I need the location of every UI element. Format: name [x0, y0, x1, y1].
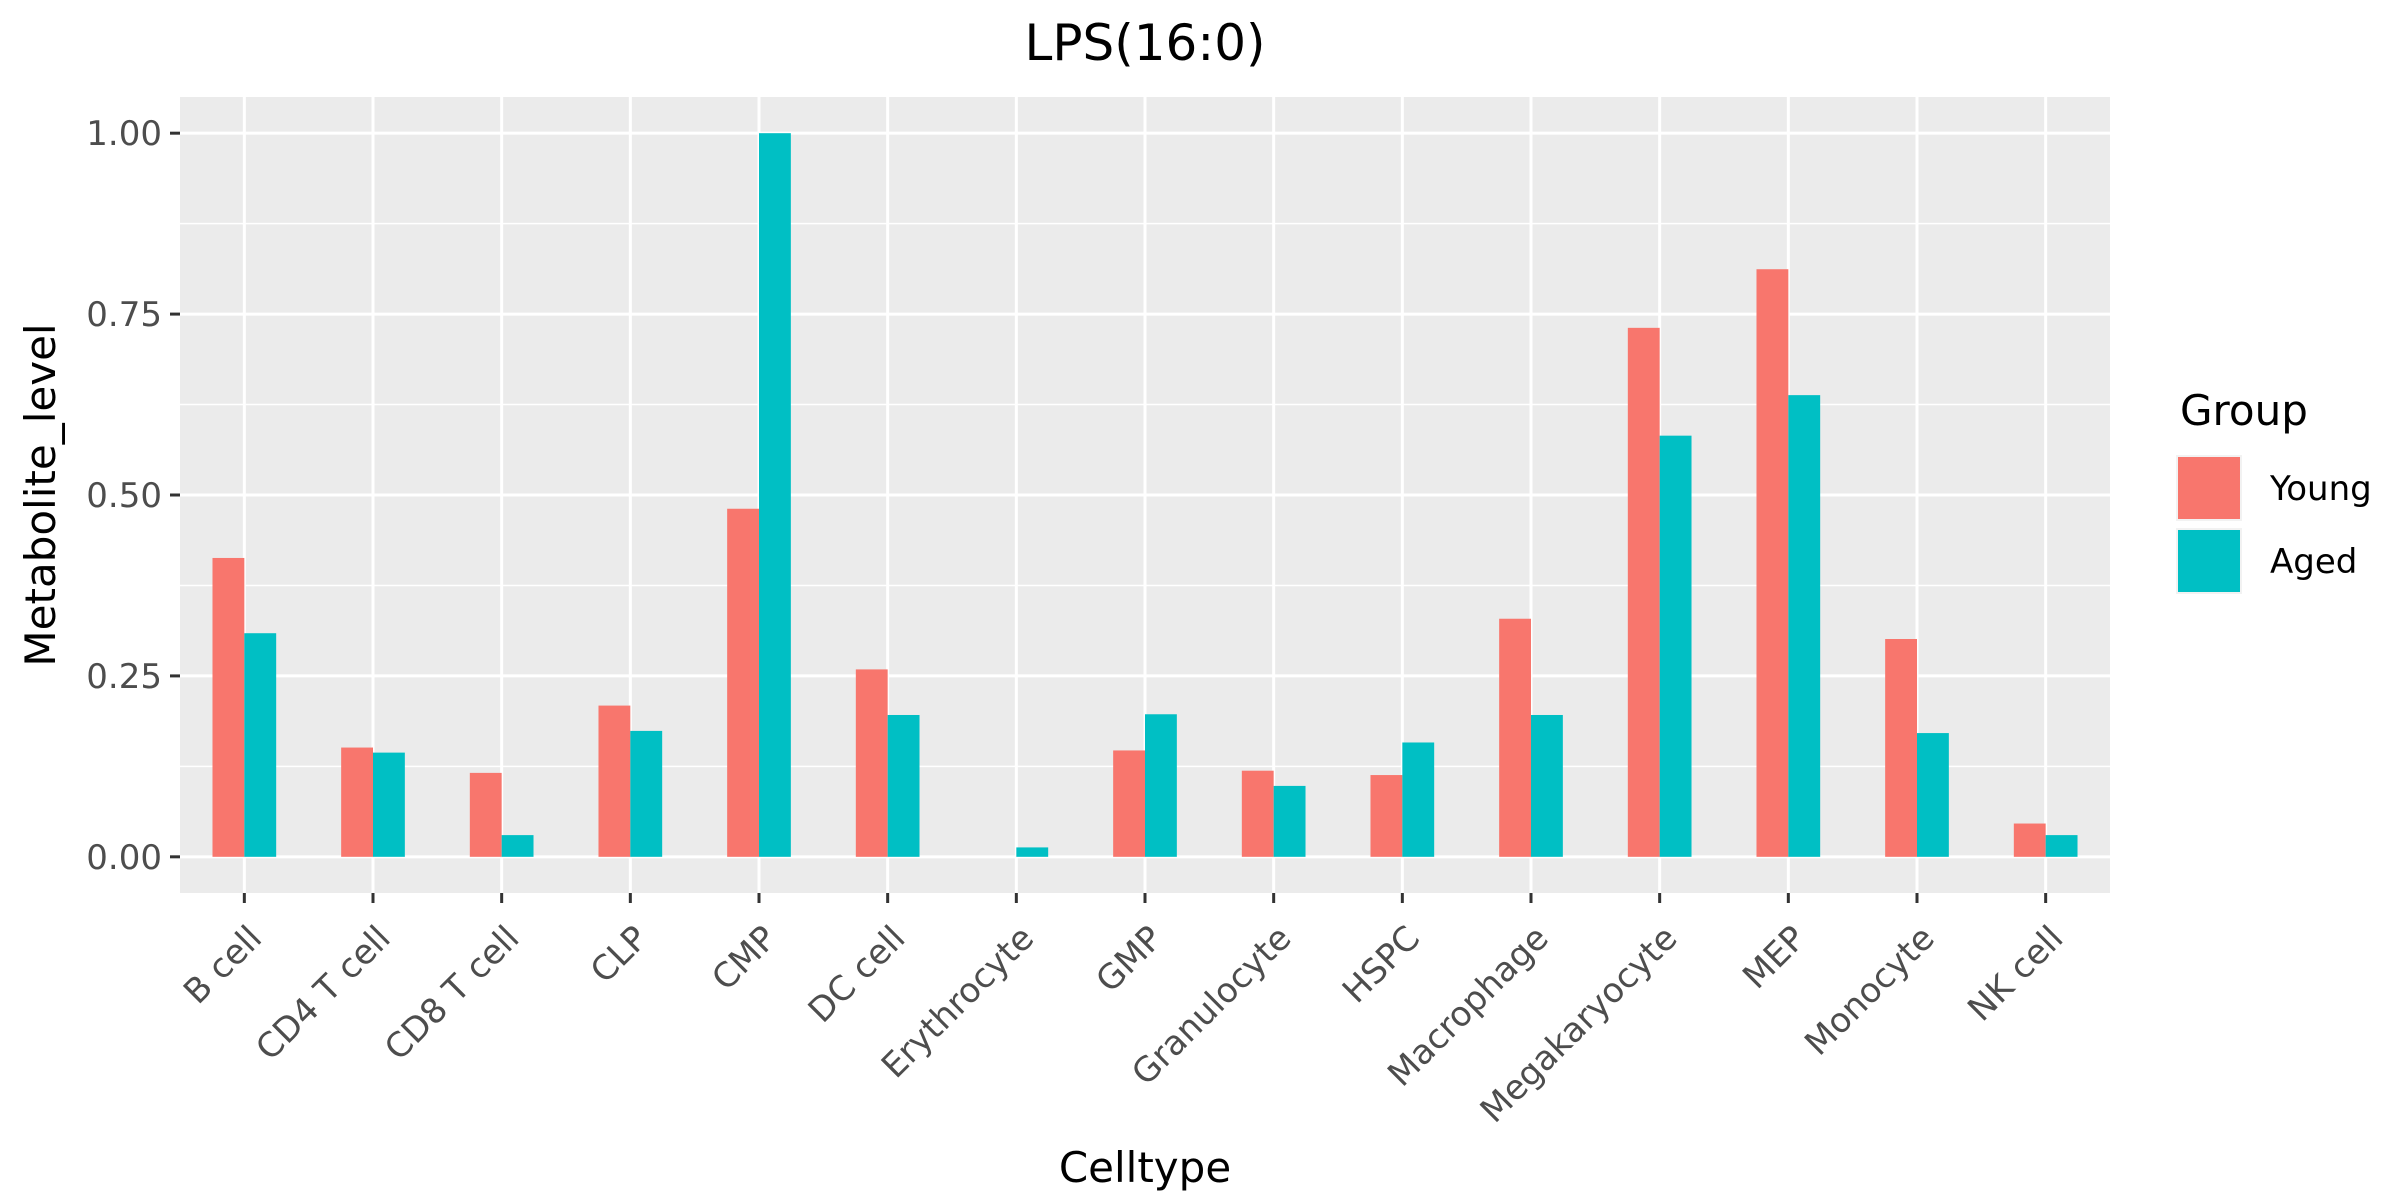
bar-aged-monocyte: [1917, 733, 1949, 857]
y-tick-label: 0.00: [86, 838, 162, 878]
y-tick-label: 0.50: [86, 476, 162, 516]
chart-title: LPS(16:0): [1024, 14, 1265, 72]
bar-aged-dc-cell: [887, 714, 920, 857]
bar-aged-cd4-t-cell: [373, 752, 405, 857]
bar-aged-erythrocyte: [1016, 847, 1049, 857]
bar-aged-nk-cell: [2045, 835, 2078, 857]
bar-aged-gmp: [1145, 714, 1177, 857]
legend-title: Group: [2180, 386, 2308, 435]
y-tick-label: 1.00: [86, 114, 162, 154]
bar-aged-clp: [630, 730, 663, 857]
bar-aged-b-cell: [244, 633, 277, 857]
y-axis-title: Metabolite_level: [16, 323, 65, 666]
bar-young-cd8-t-cell: [469, 772, 502, 857]
legend-label-aged: Aged: [2270, 542, 2357, 582]
bars: [212, 133, 2078, 857]
bar-young-mep: [1756, 269, 1789, 857]
x-tick-label: NK cell: [1960, 918, 2071, 1029]
bar-aged-megakaryocyte: [1659, 435, 1692, 857]
x-tick-label: CD4 T cell: [248, 918, 398, 1068]
y-tick-label: 0.75: [86, 295, 162, 335]
bar-aged-cd8-t-cell: [501, 835, 534, 857]
y-axis: 0.00 0.25 0.50 0.75 1.00: [86, 114, 180, 878]
bar-young-cd4-t-cell: [341, 747, 373, 857]
legend-swatch-aged: [2178, 530, 2240, 592]
bar-young-macrophage: [1499, 618, 1531, 857]
bar-young-monocyte: [1885, 639, 1917, 857]
bar-young-megakaryocyte: [1627, 327, 1660, 857]
bar-aged-cmp: [759, 133, 791, 857]
x-tick-label: MEP: [1735, 918, 1814, 997]
x-tick-label: B cell: [176, 918, 270, 1012]
bar-young-gmp: [1113, 750, 1145, 857]
x-tick-label: CD8 T cell: [377, 918, 527, 1068]
bar-aged-macrophage: [1531, 714, 1563, 857]
bar-young-granulocyte: [1241, 770, 1274, 857]
bar-young-b-cell: [212, 557, 245, 857]
x-axis-title: Celltype: [1059, 1143, 1231, 1192]
bar-aged-hspc: [1402, 742, 1435, 857]
x-tick-label: DC cell: [801, 918, 914, 1031]
x-tick-label: GMP: [1088, 918, 1170, 1000]
y-tick-label: 0.25: [86, 657, 162, 697]
bar-young-cmp: [727, 508, 759, 857]
x-tick-label: CMP: [704, 918, 784, 998]
bar-young-dc-cell: [855, 669, 888, 857]
legend: Group Young Aged: [2176, 386, 2372, 594]
bar-aged-mep: [1788, 395, 1821, 857]
legend-label-young: Young: [2269, 469, 2372, 509]
x-tick-label: Monocyte: [1797, 918, 1942, 1063]
legend-swatch-young: [2178, 457, 2240, 519]
bar-young-hspc: [1370, 775, 1403, 857]
bar-young-clp: [598, 705, 631, 857]
x-tick-label: HSPC: [1335, 918, 1428, 1011]
bar-young-nk-cell: [2013, 823, 2046, 857]
legend-items: Young Aged: [2176, 455, 2372, 594]
bar-aged-granulocyte: [1273, 785, 1306, 857]
x-tick-label: CLP: [583, 918, 656, 991]
